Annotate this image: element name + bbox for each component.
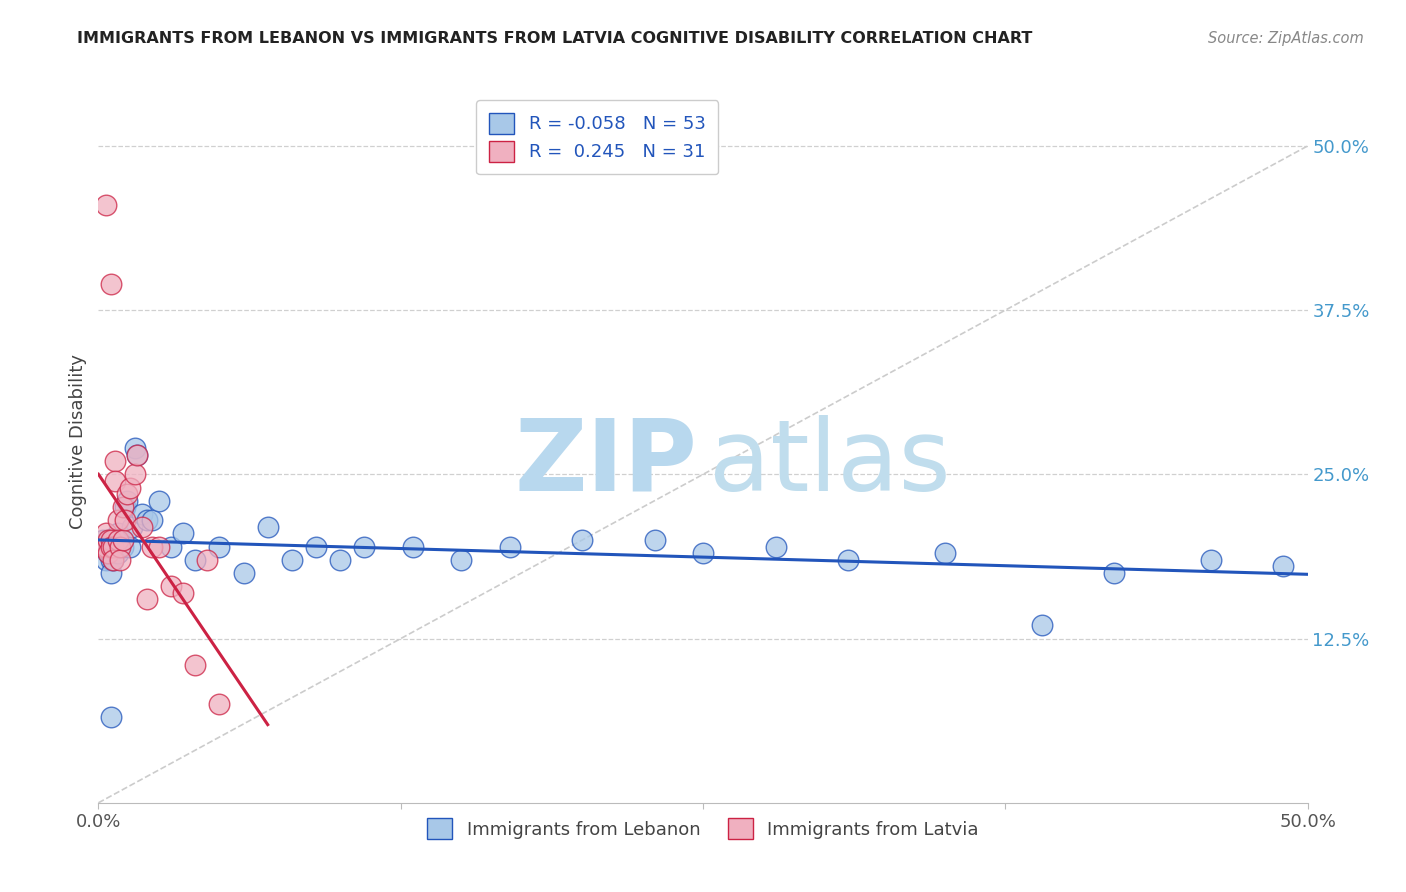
Point (108, 540, 131, 554)
Point (118, 481, 141, 495)
Point (100, 540, 122, 554)
Point (1272, 559, 1295, 574)
Point (837, 553, 859, 567)
Point (111, 500, 134, 515)
Point (94, 198, 117, 212)
Text: IMMIGRANTS FROM LEBANON VS IMMIGRANTS FROM LATVIA COGNITIVE DISABILITY CORRELATI: IMMIGRANTS FROM LEBANON VS IMMIGRANTS FR… (77, 31, 1032, 46)
Y-axis label: Cognitive Disability: Cognitive Disability (69, 354, 87, 529)
Legend: Immigrants from Lebanon, Immigrants from Latvia: Immigrants from Lebanon, Immigrants from… (418, 809, 988, 848)
Point (100, 277, 122, 291)
Point (101, 553, 124, 567)
Point (450, 553, 472, 567)
Point (101, 540, 124, 554)
Point (107, 513, 129, 527)
Point (571, 533, 593, 547)
Point (160, 540, 183, 554)
Point (305, 540, 328, 554)
Point (107, 546, 129, 560)
Point (114, 500, 136, 515)
Point (108, 533, 131, 547)
Point (100, 710, 122, 724)
Point (160, 579, 183, 593)
Point (1199, 553, 1222, 567)
Point (135, 513, 157, 527)
Point (107, 540, 129, 554)
Point (121, 520, 143, 534)
Point (91, 533, 114, 547)
Point (104, 474, 127, 488)
Text: atlas: atlas (709, 415, 950, 512)
Point (172, 526, 194, 541)
Point (141, 540, 163, 554)
Point (104, 454, 127, 468)
Point (100, 566, 122, 580)
Point (131, 507, 153, 521)
Point (141, 513, 163, 527)
Text: ZIP: ZIP (515, 415, 697, 512)
Point (172, 585, 194, 599)
Point (135, 592, 157, 607)
Point (232, 566, 254, 580)
Point (114, 513, 136, 527)
Text: Source: ZipAtlas.com: Source: ZipAtlas.com (1208, 31, 1364, 46)
Point (94, 540, 117, 554)
Point (124, 441, 146, 455)
Point (195, 553, 218, 567)
Point (97, 533, 120, 547)
Point (111, 540, 134, 554)
Point (692, 546, 714, 560)
Point (108, 540, 131, 554)
Point (127, 448, 149, 462)
Point (208, 698, 231, 712)
Point (127, 448, 149, 462)
Point (117, 487, 139, 501)
Point (131, 520, 153, 534)
Point (1031, 618, 1053, 632)
Point (111, 533, 134, 547)
Point (101, 533, 124, 547)
Point (765, 540, 787, 554)
Point (97, 533, 120, 547)
Point (97, 546, 120, 560)
Point (256, 520, 278, 534)
Point (100, 553, 122, 567)
Point (94, 540, 117, 554)
Point (402, 540, 425, 554)
Point (184, 553, 207, 567)
Point (94, 553, 117, 567)
Point (208, 540, 231, 554)
Point (118, 540, 141, 554)
Point (107, 526, 129, 541)
Point (94, 526, 117, 541)
Point (353, 540, 375, 554)
Point (148, 540, 170, 554)
Point (101, 553, 124, 567)
Point (184, 657, 207, 672)
Point (91, 540, 114, 554)
Point (111, 533, 134, 547)
Point (97, 546, 120, 560)
Point (934, 546, 956, 560)
Point (108, 553, 131, 567)
Point (329, 553, 352, 567)
Point (100, 533, 122, 547)
Point (498, 540, 520, 554)
Point (644, 533, 666, 547)
Point (281, 553, 304, 567)
Point (117, 493, 139, 508)
Point (107, 533, 129, 547)
Point (104, 533, 127, 547)
Point (101, 540, 124, 554)
Point (100, 540, 122, 554)
Point (1102, 566, 1125, 580)
Point (148, 493, 170, 508)
Point (104, 540, 127, 554)
Point (124, 467, 146, 482)
